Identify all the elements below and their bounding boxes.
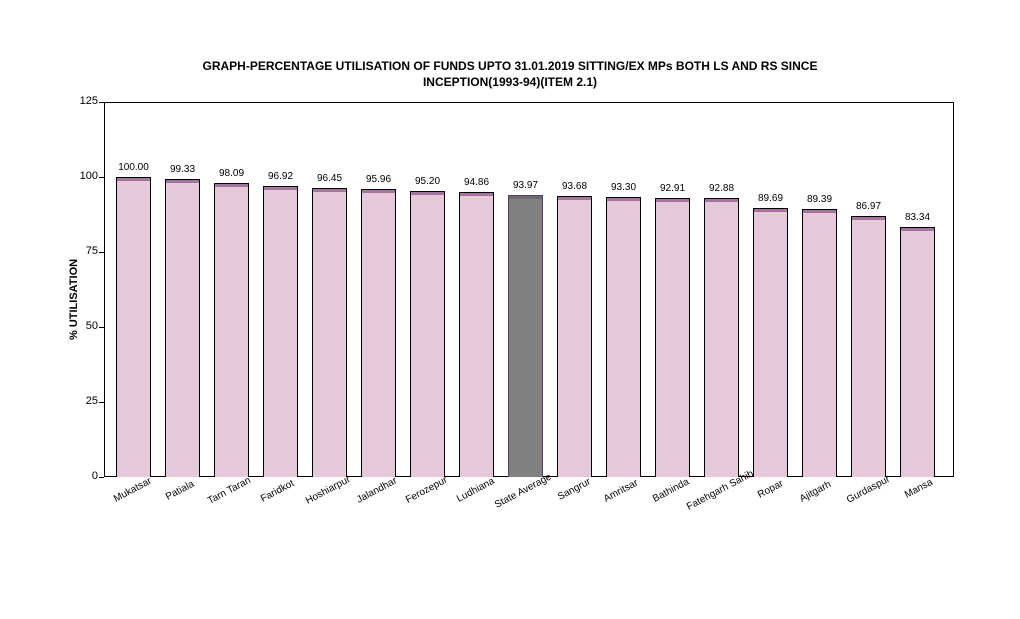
bar-top-cap [166,180,199,183]
bar [116,177,151,477]
bar-top-cap [754,209,787,212]
bar [165,179,200,477]
bar-top-cap [117,178,150,181]
x-category-label: Mansa [903,477,935,501]
x-category-label: Sangrur [556,477,593,503]
bar-value-label: 96.45 [317,173,342,184]
bar-top-cap [313,189,346,192]
bar-value-label: 100.00 [118,162,149,173]
x-category-label: Tarn Taran [206,475,253,507]
y-tick-mark [99,477,104,478]
bar-value-label: 89.69 [758,193,783,204]
y-tick-label: 100 [70,170,98,182]
bars-container [104,102,954,477]
bar [312,188,347,477]
bar-value-label: 93.68 [562,181,587,192]
bar [557,196,592,477]
bar-top-cap [509,196,542,199]
y-tick-label: 0 [70,470,98,482]
x-category-label: Ropar [756,478,785,501]
x-category-label: Jalandhar [355,475,399,505]
y-tick-label: 50 [70,320,98,332]
bar-top-cap [264,187,297,190]
bar-top-cap [460,193,493,196]
x-category-label: Gurdaspur [845,474,892,506]
bar-value-label: 86.97 [856,201,881,212]
bar-value-label: 89.39 [807,194,832,205]
bar-value-label: 93.30 [611,182,636,193]
bar [655,198,690,477]
bar [802,209,837,477]
y-tick-label: 25 [70,395,98,407]
bar-value-label: 93.97 [513,180,538,191]
bar [214,183,249,477]
x-category-label: Faridkot [259,478,296,505]
bar [606,197,641,477]
bar-top-cap [558,197,591,200]
x-category-label: Ludhiana [455,475,497,504]
bar-value-label: 96.92 [268,171,293,182]
bar-top-cap [362,190,395,193]
bar-value-label: 95.20 [415,176,440,187]
y-tick-label: 75 [70,245,98,257]
bar [459,192,494,477]
bar-top-cap [607,198,640,201]
x-category-label: Mukatsar [112,475,153,504]
bar-value-label: 92.88 [709,183,734,194]
bar-top-cap [656,199,689,202]
bar [410,191,445,477]
bar-value-label: 83.34 [905,212,930,223]
bar [263,186,298,477]
bar-top-cap [803,210,836,213]
x-category-label: Hoshiarpur [304,474,352,507]
bar-top-cap [411,192,444,195]
x-category-label: Ferozepur [404,474,449,505]
bar [900,227,935,477]
bar [753,208,788,477]
y-tick-label: 125 [70,95,98,107]
chart-title-line2: INCEPTION(1993-94)(ITEM 2.1) [423,75,597,89]
bar [851,216,886,477]
x-category-label: Ajitgarh [798,479,833,505]
bar-value-label: 98.09 [219,168,244,179]
bar [508,195,543,477]
bar-value-label: 99.33 [170,164,195,175]
x-category-label: Patiala [164,479,196,503]
chart-title: GRAPH-PERCENTAGE UTILISATION OF FUNDS UP… [0,58,1020,90]
bar-top-cap [852,217,885,220]
bar-top-cap [215,184,248,187]
bar-value-label: 94.86 [464,177,489,188]
bar-top-cap [705,199,738,202]
bar-top-cap [901,228,934,231]
x-category-label: Bathinda [651,476,691,504]
x-category-label: Amritsar [602,477,640,504]
bar-value-label: 95.96 [366,174,391,185]
x-category-label: State Average [493,471,553,510]
bar-value-label: 92.91 [660,183,685,194]
chart-title-line1: GRAPH-PERCENTAGE UTILISATION OF FUNDS UP… [203,59,818,73]
bar [704,198,739,477]
bar [361,189,396,477]
